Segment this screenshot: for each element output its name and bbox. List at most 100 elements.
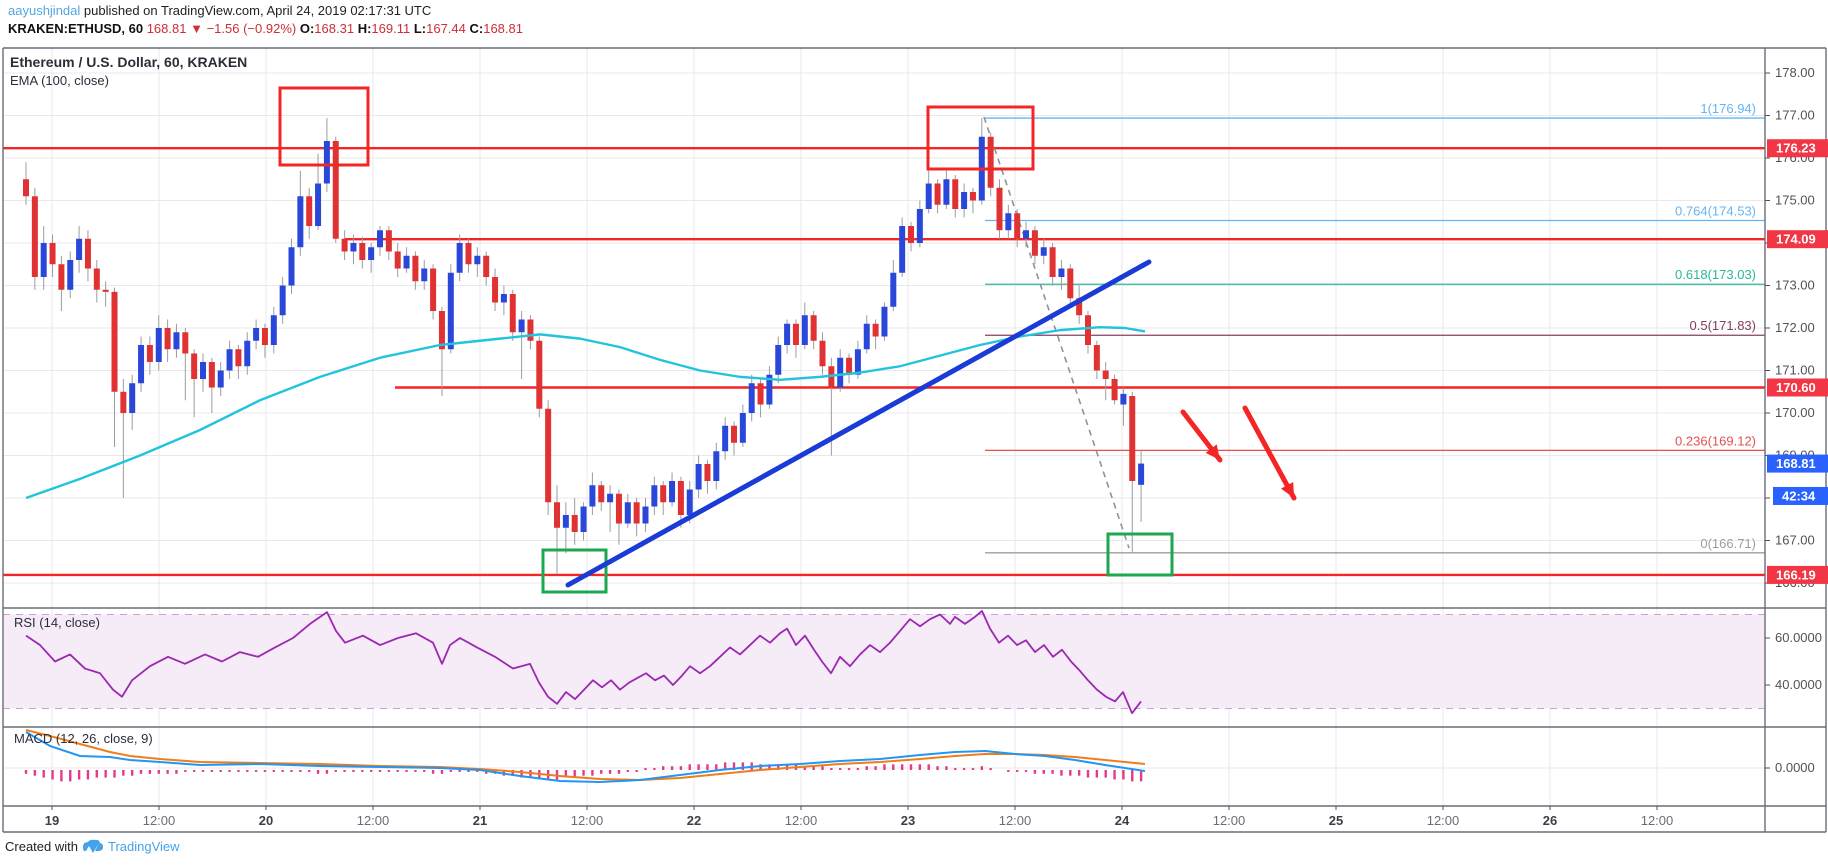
candle[interactable] [120,391,127,413]
candle[interactable] [952,179,959,209]
candle[interactable] [686,489,693,516]
candle[interactable] [757,383,764,405]
indicator-axes[interactable]: 60.0000 40.0000 0.0000 [1765,630,1822,775]
candle[interactable] [996,187,1003,231]
candle[interactable] [509,294,516,333]
candle[interactable] [660,485,667,503]
candle[interactable] [775,345,782,375]
candle[interactable] [288,247,295,286]
candle[interactable] [350,243,357,252]
candle[interactable] [49,243,56,265]
candle[interactable] [969,192,976,201]
candle[interactable] [1093,345,1100,371]
red-down-arrow[interactable] [1242,405,1297,501]
tradingview-logo-icon[interactable] [82,839,104,854]
dashed-connector-line[interactable] [983,116,1130,549]
candle[interactable] [315,183,322,227]
rsi-line[interactable] [25,610,1142,715]
candle[interactable] [1058,268,1065,278]
macd-signal-line[interactable] [25,729,1146,782]
candle[interactable] [182,332,189,354]
candle[interactable] [810,315,817,341]
candle[interactable] [863,323,870,350]
candle[interactable] [253,328,260,341]
candle[interactable] [580,506,587,533]
candle[interactable] [447,272,454,350]
candle[interactable] [846,357,853,375]
candle[interactable] [943,179,950,205]
candle[interactable] [934,183,941,205]
candle[interactable] [155,328,162,362]
candle[interactable] [562,515,569,528]
candle[interactable] [217,370,224,388]
candle[interactable] [925,183,932,210]
candle[interactable] [1040,247,1047,256]
candle[interactable] [739,413,746,443]
candle[interactable] [536,340,543,409]
candle[interactable] [332,141,339,239]
candle[interactable] [1138,463,1145,485]
candle[interactable] [235,349,242,367]
candle[interactable] [385,230,392,252]
candle[interactable] [164,328,171,350]
candle[interactable] [899,226,906,273]
candle[interactable] [93,268,100,290]
candle[interactable] [138,345,145,384]
candle[interactable] [492,277,499,303]
candle[interactable] [784,323,791,345]
candle[interactable] [677,481,684,515]
candle[interactable] [766,374,773,405]
candle[interactable] [1031,230,1038,256]
candle[interactable] [76,238,83,260]
green-highlight-box[interactable] [541,548,608,594]
time-axis[interactable]: 19 12:00 20 12:00 21 12:00 22 12:00 23 12:00 24 12:… [45,806,1674,828]
candle[interactable] [1111,379,1118,401]
candle[interactable] [642,506,649,524]
candle[interactable] [908,226,914,243]
candle[interactable] [598,485,605,503]
candle[interactable] [244,340,251,367]
candle[interactable] [1085,315,1091,345]
candle[interactable] [916,209,923,243]
candle[interactable] [58,264,65,290]
candle[interactable] [368,247,375,260]
candle[interactable] [589,485,596,507]
candle[interactable] [722,425,729,452]
candle[interactable] [297,196,304,248]
candle[interactable] [1076,298,1083,316]
candle[interactable] [1023,230,1030,239]
candle[interactable] [1102,370,1109,380]
candle[interactable] [261,328,268,345]
candle[interactable] [146,345,153,362]
candle[interactable] [527,319,534,341]
candle[interactable] [545,408,552,503]
candle[interactable] [67,260,74,290]
candle[interactable] [624,502,631,524]
green-highlight-box[interactable] [1106,532,1174,577]
candle[interactable] [801,315,808,345]
candle[interactable] [987,136,994,188]
macd-line[interactable] [25,731,1146,784]
candle[interactable] [465,243,472,265]
red-highlight-box[interactable] [926,105,1035,171]
candle[interactable] [713,451,720,481]
ema-indicator-label[interactable]: EMA (100, close) [10,73,109,88]
symbol-label[interactable]: KRAKEN:ETHUSD, 60 [8,21,144,36]
candle[interactable] [200,362,206,379]
candle[interactable] [607,493,614,503]
candle[interactable] [438,311,445,350]
ascending-trendline[interactable] [565,259,1152,588]
candle[interactable] [111,291,118,392]
candle[interactable] [173,332,180,350]
candle[interactable] [421,268,428,282]
candle[interactable] [226,349,233,371]
candle[interactable] [704,464,711,481]
candle[interactable] [571,515,578,532]
candle[interactable] [633,502,640,524]
candle[interactable] [208,362,215,388]
candle[interactable] [881,306,888,337]
candle[interactable] [403,255,410,269]
candle[interactable] [872,323,879,337]
candle[interactable] [854,349,861,375]
